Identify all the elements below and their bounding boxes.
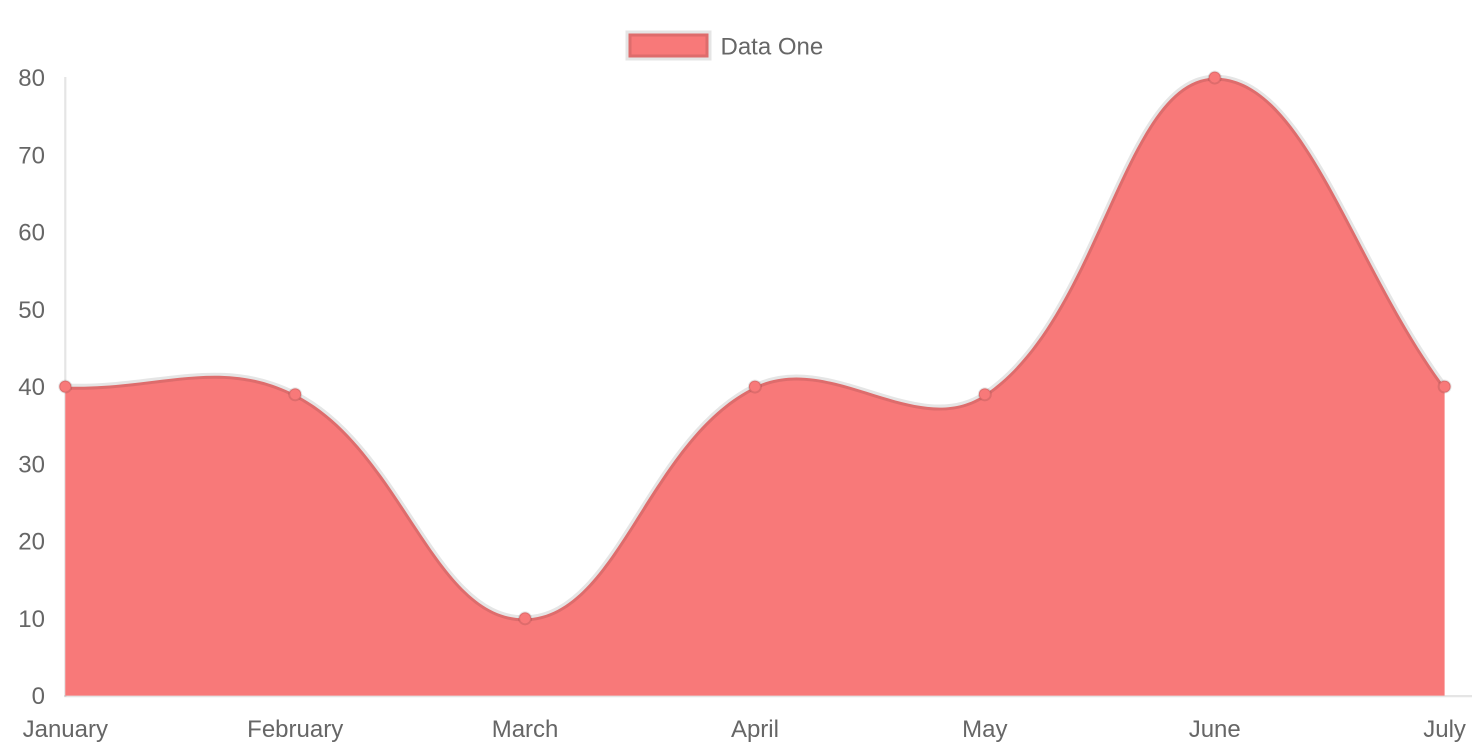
svg-text:10: 10 [18, 606, 45, 633]
svg-text:20: 20 [18, 529, 45, 556]
svg-text:June: June [1189, 716, 1241, 743]
svg-text:Data One: Data One [721, 34, 824, 61]
svg-text:0: 0 [32, 683, 45, 710]
svg-text:50: 50 [18, 297, 45, 324]
svg-text:80: 80 [18, 65, 45, 92]
svg-text:30: 30 [18, 451, 45, 478]
svg-text:July: July [1423, 716, 1466, 743]
svg-text:40: 40 [18, 374, 45, 401]
svg-text:March: March [492, 716, 559, 743]
svg-text:April: April [731, 716, 779, 743]
svg-text:January: January [23, 716, 108, 743]
svg-text:February: February [247, 716, 343, 743]
svg-text:60: 60 [18, 220, 45, 247]
svg-text:May: May [962, 716, 1007, 743]
svg-text:70: 70 [18, 142, 45, 169]
